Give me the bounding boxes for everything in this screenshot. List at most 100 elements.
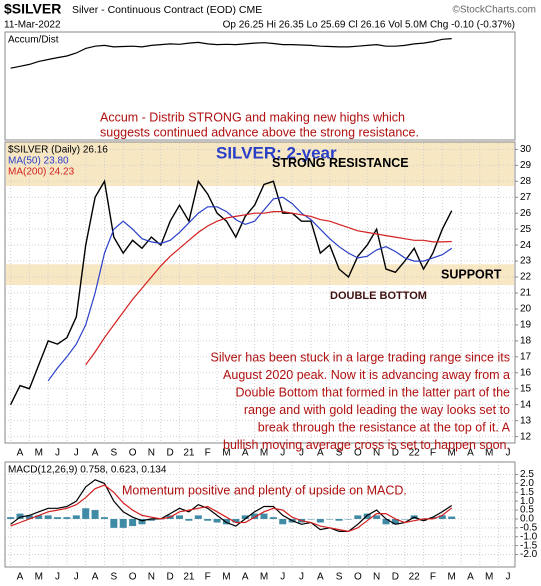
- histogram-bar: [54, 517, 62, 519]
- x-tick-label: O: [354, 572, 362, 583]
- x-tick-label: D: [392, 572, 399, 583]
- x-tick-label: O: [354, 448, 362, 459]
- date: 11-Mar-2022: [4, 20, 61, 31]
- y-tick-label: 25: [520, 224, 532, 235]
- x-tick-label: M: [448, 572, 456, 583]
- histogram-bar: [72, 515, 80, 519]
- histogram-bar: [25, 515, 33, 519]
- histogram-bar: [63, 517, 71, 519]
- histogram-bar: [251, 513, 259, 519]
- y-tick-label: 20: [520, 304, 532, 315]
- histogram-bar: [448, 516, 456, 519]
- x-tick-label: J: [299, 572, 304, 583]
- x-tick-label: M: [222, 572, 230, 583]
- legend-entry: MA(50) 23.80: [8, 156, 69, 167]
- y-tick-label: 30: [520, 144, 532, 155]
- instrument-name: Silver - Continuous Contract (EOD) CME: [72, 4, 262, 16]
- annotation: Momentum positive and plenty of upside o…: [122, 483, 407, 497]
- x-tick-label: A: [92, 572, 99, 583]
- histogram-bar: [401, 518, 409, 520]
- y-tick-label: 28: [520, 176, 532, 187]
- y-tick-label: 0.5: [520, 505, 534, 516]
- histogram-bar: [129, 518, 137, 527]
- y-tick-label: 17: [520, 351, 532, 362]
- histogram-bar: [429, 517, 437, 519]
- y-tick-label: 27: [520, 192, 532, 203]
- x-tick-label: J: [74, 572, 79, 583]
- x-tick-label: J: [506, 448, 511, 459]
- x-tick-label: A: [242, 448, 249, 459]
- histogram-bar: [420, 518, 428, 521]
- x-tick-label: A: [317, 448, 324, 459]
- histogram-bar: [260, 513, 268, 519]
- histogram-bar: [176, 515, 184, 519]
- x-tick-label: A: [467, 448, 474, 459]
- y-tick-label: -2.0: [520, 549, 538, 560]
- y-tick-label: 0.0: [520, 514, 534, 525]
- histogram-bar: [91, 510, 99, 519]
- y-tick-label: 1.5: [520, 487, 534, 498]
- legend-entry: $SILVER (Daily) 26.16: [8, 145, 108, 156]
- note-line: Double Bottom that formed in the latter …: [236, 385, 511, 399]
- x-tick-label: M: [222, 448, 230, 459]
- x-tick-label: N: [148, 448, 155, 459]
- x-tick-label: M: [260, 448, 268, 459]
- histogram-bar: [316, 518, 324, 523]
- y-tick-label: 26: [520, 208, 532, 219]
- histogram-bar: [307, 518, 315, 520]
- y-tick-label: 16: [520, 367, 532, 378]
- histogram-bar: [232, 518, 240, 523]
- x-tick-label: M: [35, 448, 43, 459]
- x-tick-label: J: [55, 448, 60, 459]
- x-tick-label: A: [317, 572, 324, 583]
- histogram-bar: [269, 517, 277, 519]
- x-tick-label: S: [111, 572, 118, 583]
- y-tick-label: 24: [520, 240, 532, 251]
- y-tick-label: 18: [520, 336, 532, 347]
- histogram-bar: [7, 517, 15, 519]
- x-tick-label: O: [129, 448, 137, 459]
- histogram-bar: [100, 517, 108, 519]
- annotation: DOUBLE BOTTOM: [330, 290, 427, 302]
- x-tick-label: J: [506, 572, 511, 583]
- y-tick-label: 12: [520, 431, 532, 442]
- y-tick-label: 19: [520, 320, 532, 331]
- series-line: [9, 179, 453, 406]
- series-line: [47, 196, 453, 382]
- x-tick-label: N: [148, 572, 155, 583]
- y-tick-label: 21: [520, 288, 532, 299]
- x-tick-label: A: [92, 448, 99, 459]
- y-tick-label: 2.0: [520, 478, 534, 489]
- range-band: [6, 141, 514, 187]
- quote: Op 26.25 Hi 26.35 Lo 25.69 Cl 26.16 Vol …: [223, 20, 515, 31]
- x-tick-label: 22: [409, 448, 421, 459]
- x-tick-label: F: [430, 572, 436, 583]
- x-tick-label: 22: [409, 572, 421, 583]
- series-line: [10, 38, 452, 69]
- y-tick-label: 29: [520, 160, 532, 171]
- histogram-bar: [138, 518, 146, 525]
- x-tick-label: F: [205, 572, 211, 583]
- y-tick-label: -1.0: [520, 531, 538, 542]
- legend-entry: MACD(12,26,9) 0.758, 0.623, 0.134: [8, 465, 167, 476]
- y-tick-label: 22: [520, 272, 532, 283]
- histogram-bar: [354, 515, 362, 519]
- annotation: suggests continued advance above the str…: [100, 125, 419, 139]
- y-tick-label: -1.5: [520, 540, 538, 551]
- series-line: [85, 211, 452, 366]
- x-tick-label: 21: [183, 448, 195, 459]
- histogram-bar: [344, 518, 352, 520]
- histogram-bar: [16, 513, 24, 519]
- x-tick-label: N: [373, 572, 380, 583]
- histogram-bar: [335, 518, 343, 521]
- x-tick-label: S: [336, 572, 343, 583]
- x-tick-label: J: [280, 448, 285, 459]
- histogram-bar: [438, 515, 446, 519]
- histogram-bar: [35, 515, 43, 519]
- x-tick-label: M: [485, 448, 493, 459]
- histogram-bar: [391, 518, 399, 525]
- histogram-bar: [82, 508, 90, 519]
- x-tick-label: D: [167, 572, 174, 583]
- note-line: break through the resistance at the top …: [258, 420, 511, 434]
- x-tick-label: J: [55, 572, 60, 583]
